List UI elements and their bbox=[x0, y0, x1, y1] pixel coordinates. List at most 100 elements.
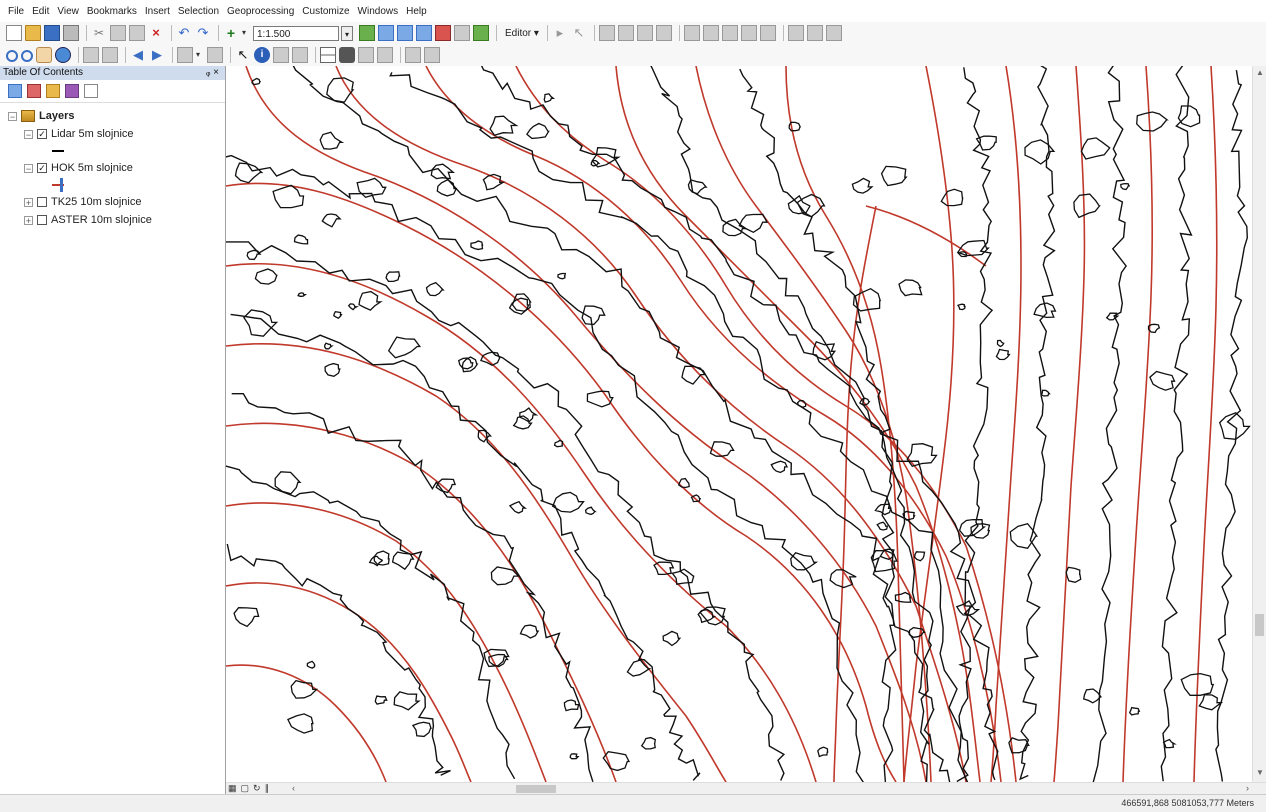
layer-visibility-checkbox[interactable] bbox=[37, 197, 47, 207]
hyperlink-icon[interactable] bbox=[273, 47, 289, 63]
scroll-right-icon[interactable]: › bbox=[1246, 783, 1249, 793]
zoom-out-icon[interactable] bbox=[21, 49, 33, 62]
arctoolbox-icon[interactable] bbox=[435, 25, 451, 41]
trace-icon[interactable] bbox=[636, 25, 653, 41]
search-window-icon[interactable] bbox=[416, 25, 432, 41]
layout-view-icon[interactable]: ▢ bbox=[240, 783, 250, 793]
fixed-zoom-in-icon[interactable] bbox=[83, 47, 99, 63]
collapse-icon[interactable]: − bbox=[24, 163, 33, 174]
select-features-dropdown-icon[interactable]: ▾ bbox=[196, 50, 201, 59]
add-data-dropdown-icon[interactable]: ▾ bbox=[242, 28, 247, 37]
catalog-window-icon[interactable] bbox=[397, 25, 413, 41]
go-to-xy-icon[interactable] bbox=[377, 47, 393, 63]
html-popup-icon[interactable] bbox=[292, 47, 308, 63]
identify-icon[interactable]: i bbox=[254, 47, 270, 63]
editor-menu-button[interactable]: Editor ▾ bbox=[505, 27, 539, 39]
split-icon[interactable] bbox=[740, 25, 757, 41]
layer-hok-symbol[interactable] bbox=[0, 177, 225, 193]
select-features-icon[interactable] bbox=[177, 47, 193, 63]
full-extent-icon[interactable] bbox=[55, 47, 71, 63]
forward-icon[interactable]: ▶ bbox=[152, 47, 162, 62]
attributes-icon[interactable] bbox=[787, 25, 804, 41]
scroll-left-icon[interactable]: ‹ bbox=[292, 783, 295, 793]
undo-icon[interactable]: ↶ bbox=[178, 25, 190, 40]
layers-root[interactable]: − Layers bbox=[0, 107, 225, 125]
create-features-icon[interactable] bbox=[825, 25, 842, 41]
point-icon[interactable] bbox=[655, 25, 672, 41]
collapse-icon[interactable]: − bbox=[24, 129, 33, 140]
copy-icon[interactable] bbox=[110, 25, 126, 41]
contour-map[interactable] bbox=[226, 66, 1252, 782]
toc-window-icon[interactable] bbox=[378, 25, 394, 41]
back-icon[interactable]: ◀ bbox=[133, 47, 143, 62]
layer-tk25[interactable]: + TK25 10m slojnice bbox=[0, 193, 225, 211]
select-elements-icon[interactable]: ↖ bbox=[237, 47, 249, 62]
save-icon[interactable] bbox=[44, 25, 60, 41]
menu-windows[interactable]: Windows bbox=[357, 5, 399, 17]
vertical-scroll-thumb[interactable] bbox=[1255, 614, 1264, 636]
layer-hok[interactable]: − ✓ HOK 5m slojnice bbox=[0, 159, 225, 177]
menu-selection[interactable]: Selection bbox=[177, 5, 220, 17]
find-icon[interactable] bbox=[339, 47, 355, 63]
cut-polygons-icon[interactable] bbox=[721, 25, 738, 41]
pan-icon[interactable] bbox=[36, 47, 52, 63]
endpoint-arc-icon[interactable] bbox=[617, 25, 634, 41]
map-vertical-scrollbar[interactable]: ▲ ▼ bbox=[1252, 66, 1266, 782]
add-data-icon[interactable]: + bbox=[226, 25, 236, 41]
menu-edit[interactable]: Edit bbox=[32, 5, 50, 17]
toc-window-controls[interactable]: ᵩ × bbox=[205, 67, 219, 78]
horizontal-scroll-thumb[interactable] bbox=[516, 785, 556, 793]
map-scale-dropdown-icon[interactable]: ▾ bbox=[341, 25, 353, 41]
menu-file[interactable]: File bbox=[8, 5, 25, 17]
list-by-visibility-icon[interactable] bbox=[46, 84, 60, 98]
refresh-icon[interactable]: ↻ bbox=[253, 783, 261, 793]
reshape-icon[interactable] bbox=[702, 25, 719, 41]
modelbuilder-icon[interactable] bbox=[473, 25, 489, 41]
edit-tool-icon[interactable]: ▸ bbox=[556, 25, 564, 40]
collapse-icon[interactable]: − bbox=[8, 111, 17, 122]
map-scale-input[interactable]: 1:1.500 bbox=[253, 25, 339, 41]
toc-options-icon[interactable] bbox=[84, 84, 98, 98]
measure-icon[interactable] bbox=[320, 47, 336, 63]
list-by-source-icon[interactable] bbox=[27, 84, 41, 98]
edit-annotation-icon[interactable]: ↖ bbox=[573, 25, 585, 40]
viewer-window-icon[interactable] bbox=[424, 47, 440, 63]
expand-icon[interactable]: + bbox=[24, 197, 33, 208]
menu-bookmarks[interactable]: Bookmarks bbox=[86, 5, 137, 17]
scroll-up-icon[interactable]: ▲ bbox=[1256, 68, 1264, 77]
menu-geoprocessing[interactable]: Geoprocessing bbox=[227, 5, 295, 17]
menu-customize[interactable]: Customize bbox=[302, 5, 350, 17]
clear-selection-icon[interactable] bbox=[207, 47, 223, 63]
menu-help[interactable]: Help bbox=[406, 5, 427, 17]
sketch-properties-icon[interactable] bbox=[806, 25, 823, 41]
new-document-icon[interactable] bbox=[6, 25, 22, 41]
data-view-icon[interactable]: ▦ bbox=[228, 783, 237, 793]
layer-visibility-checkbox[interactable] bbox=[37, 215, 47, 225]
layer-lidar-symbol[interactable] bbox=[0, 143, 225, 159]
python-window-icon[interactable] bbox=[454, 25, 470, 41]
rotate-icon[interactable] bbox=[759, 25, 776, 41]
delete-icon[interactable]: × bbox=[152, 25, 160, 40]
map-view[interactable] bbox=[226, 66, 1252, 782]
edit-vertices-icon[interactable] bbox=[683, 25, 700, 41]
menu-insert[interactable]: Insert bbox=[144, 5, 170, 17]
map-horizontal-scrollbar[interactable]: ▦ ▢ ↻ ∥ ‹ › bbox=[226, 782, 1266, 794]
layer-visibility-checkbox[interactable]: ✓ bbox=[37, 129, 47, 139]
zoom-in-icon[interactable] bbox=[6, 49, 18, 62]
paste-icon[interactable] bbox=[129, 25, 145, 41]
layer-aster[interactable]: + ASTER 10m slojnice bbox=[0, 211, 225, 229]
find-route-icon[interactable] bbox=[358, 47, 374, 63]
list-by-selection-icon[interactable] bbox=[65, 84, 79, 98]
fixed-zoom-out-icon[interactable] bbox=[102, 47, 118, 63]
layer-lidar[interactable]: − ✓ Lidar 5m slojnice bbox=[0, 125, 225, 143]
menu-view[interactable]: View bbox=[57, 5, 79, 17]
list-by-drawing-order-icon[interactable] bbox=[8, 84, 22, 98]
expand-icon[interactable]: + bbox=[24, 215, 33, 226]
editor-toolbar-icon[interactable] bbox=[359, 25, 375, 41]
time-slider-icon[interactable] bbox=[405, 47, 421, 63]
straight-segment-icon[interactable] bbox=[598, 25, 615, 41]
scroll-down-icon[interactable]: ▼ bbox=[1256, 768, 1264, 777]
open-folder-icon[interactable] bbox=[25, 25, 41, 41]
print-icon[interactable] bbox=[63, 25, 79, 41]
cut-icon[interactable]: ✂ bbox=[93, 26, 105, 40]
